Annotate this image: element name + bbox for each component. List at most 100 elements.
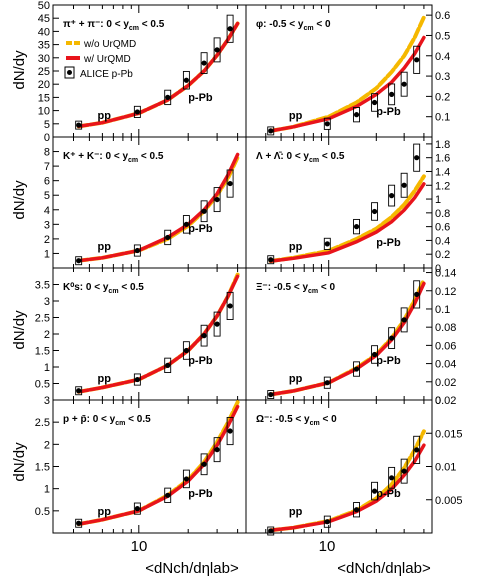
data-point-syst [75, 120, 83, 130]
y-tick-label: 1.2 [435, 180, 450, 192]
y-tick-label: 0 [44, 132, 50, 144]
data-point-syst [388, 327, 396, 349]
data-point [76, 258, 82, 264]
data-point-syst [200, 200, 208, 223]
y-tick-label: 0.5 [35, 379, 50, 391]
panel-title: K⁺ + K⁻: 0 < ycm < 0.5 [63, 151, 164, 164]
y-tick-label: 45 [38, 13, 50, 25]
data-point-syst [388, 184, 396, 207]
data-point-syst [371, 345, 379, 364]
y-tick-label: 10 [38, 106, 50, 118]
x-tick-label-right: 10 [319, 538, 336, 555]
xlabel-left: <dNch/dηlab> [145, 560, 239, 577]
data-point-syst [353, 218, 360, 235]
y-tick-label: 0.1 [435, 112, 450, 124]
y-tick-label: 0.5 [35, 506, 50, 518]
y-tick-label: 1.4 [435, 166, 450, 178]
y-tick-label: 0.3 [435, 71, 450, 83]
panel-4: 0 0.2 0.40.6 0.8 1 1.2 1.41.6 1.8 Λ + Λ̄: 0 < yc… [245, 136, 450, 275]
curve-w-urqmd [76, 404, 240, 526]
label-pp: pp [289, 506, 303, 518]
panel-3: 1 2 3 4 5 6 7 8 K⁺ + K⁻: 0 < ycm < 0.5 pp p-Pb [44, 136, 247, 269]
panel-title: K⁰s: 0 < ycm < 0.5 [63, 282, 144, 295]
curve-w-urqmd [76, 21, 240, 129]
y-tick-label: 0.02 [435, 377, 456, 389]
y-tick-label: 0.08 [435, 322, 456, 334]
label-ppb: p-Pb [376, 355, 401, 367]
data-point-syst [353, 361, 360, 377]
data-point [268, 391, 274, 398]
data-point [183, 476, 190, 482]
data-point [389, 475, 395, 481]
y-tick-label: 0.14 [435, 268, 456, 280]
y-tick-label: 0.02 [435, 395, 456, 407]
data-point-syst [371, 202, 379, 221]
data-point [134, 109, 140, 115]
panel-title: Λ + Λ̄: 0 < ycm < 0.5 [256, 151, 345, 164]
panel-title: p + p̄: 0 < ycm < 0.5 [63, 414, 151, 427]
label-pp: pp [97, 110, 111, 122]
data-point [134, 376, 140, 383]
data-point-syst [226, 169, 234, 198]
y-tick-label: 0 [435, 263, 441, 275]
y-tick-label: 1 [44, 484, 50, 496]
data-point-syst [226, 416, 234, 446]
data-point [268, 257, 274, 263]
data-point [389, 335, 395, 341]
data-point-syst [413, 45, 421, 74]
data-point [389, 193, 395, 199]
data-point [324, 380, 330, 386]
data-point-syst [164, 229, 172, 246]
y-tick-label: 0.015 [435, 428, 463, 440]
y-tick-label: 1.6 [435, 153, 450, 165]
panel-7: 0.5 1 1.5 2 2.5 3 p + p̄: 0 < ycm < 0.5 pp p-Pb [35, 395, 247, 534]
y-tick-label: 1.8 [435, 139, 450, 151]
data-point [227, 26, 233, 32]
data-point [401, 81, 407, 87]
y-tick-label: 2 [44, 234, 50, 246]
y-tick-label: 2 [44, 329, 50, 341]
data-point [227, 428, 233, 434]
y-tick-label: 2.5 [35, 313, 50, 325]
label-ppb: p-Pb [376, 106, 401, 118]
legend-label-data: ALICE p-Pb [80, 69, 133, 80]
data-point [324, 121, 330, 127]
data-point-syst [213, 437, 221, 463]
curve-w-urqmd [268, 443, 426, 533]
label-ppb: p-Pb [188, 488, 213, 500]
data-point-syst [388, 466, 396, 489]
y-tick-label: 3 [44, 395, 50, 407]
legend-marker-dot [67, 70, 72, 75]
data-point [401, 182, 407, 188]
y-tick-label: 1.5 [35, 462, 50, 474]
data-point-syst [182, 70, 190, 90]
data-point-syst [213, 311, 221, 337]
data-point [371, 208, 378, 215]
data-point-syst [75, 386, 83, 396]
data-point-syst [323, 515, 331, 528]
data-point [214, 47, 220, 53]
data-point-syst [400, 458, 408, 484]
y-tick-label: 0.4 [435, 51, 450, 63]
data-point [165, 94, 171, 100]
y-tick-label: 0.2 [435, 91, 450, 103]
xlabel-right: <dNch/dηlab> [337, 560, 431, 577]
data-point-syst [267, 526, 275, 536]
panel-title: Ω⁻: -0.5 < ycm < 0 [256, 414, 337, 427]
data-point-syst [133, 244, 141, 257]
y-tick-label: 0.005 [435, 495, 463, 507]
data-point-syst [182, 469, 190, 489]
data-point-syst [75, 256, 83, 266]
data-point-syst [353, 502, 360, 518]
y-tick-label: 7 [44, 161, 50, 173]
data-point [401, 317, 407, 323]
data-point [183, 77, 190, 83]
data-point-syst [267, 126, 275, 136]
data-point [414, 155, 420, 161]
y-tick-label: 0.4 [435, 235, 450, 247]
y-tick-label: 8 [44, 147, 50, 159]
y-tick-label: 15 [38, 92, 50, 104]
y-tick-label: 3.5 [35, 280, 50, 292]
data-point-syst [164, 487, 172, 503]
